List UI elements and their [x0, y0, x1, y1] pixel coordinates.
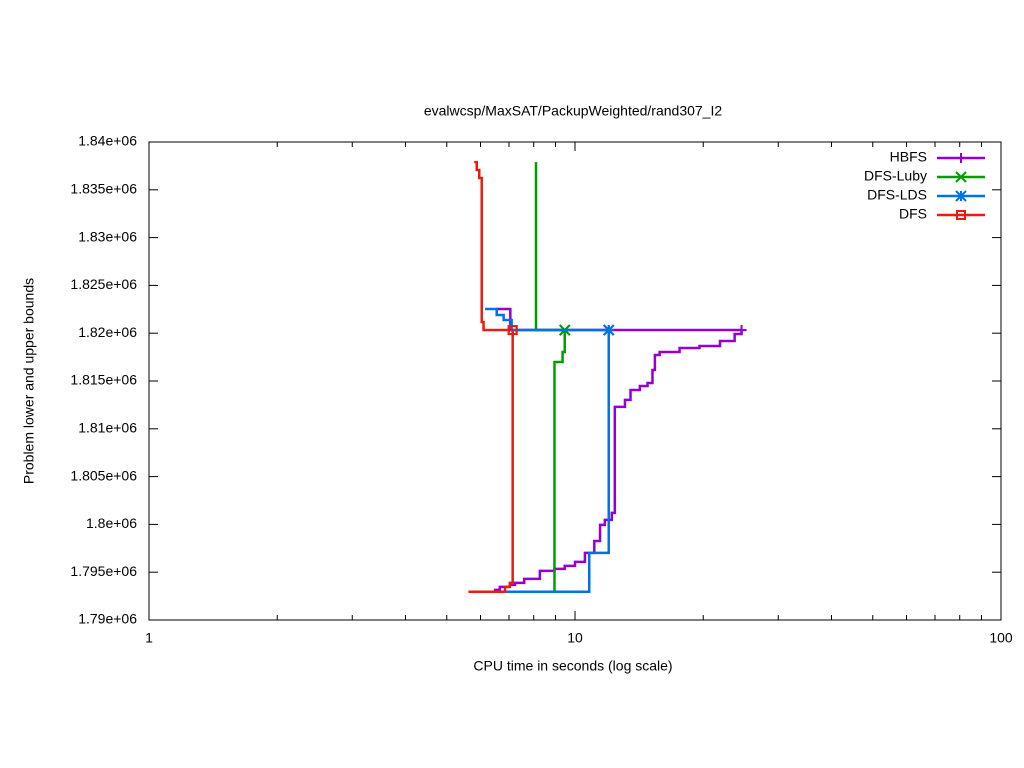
legend-label: HBFS [890, 149, 927, 165]
marker [955, 171, 967, 183]
y-axis-label: Problem lower and upper bounds [21, 278, 37, 484]
y-tick-label: 1.825e+06 [70, 276, 137, 292]
y-tick-label: 1.82e+06 [78, 324, 137, 340]
marker-square [956, 210, 966, 220]
y-tick-label: 1.8e+06 [86, 515, 137, 531]
marker [956, 153, 966, 163]
chart-title: evalwcsp/MaxSAT/PackupWeighted/rand307_I… [424, 103, 723, 119]
y-tick-label: 1.83e+06 [78, 228, 137, 244]
y-tick-label: 1.815e+06 [70, 372, 137, 388]
legend-label: DFS-Luby [864, 168, 927, 184]
marker-stroke [955, 190, 967, 202]
x-tick-label: 10 [567, 630, 583, 646]
marker [956, 210, 966, 220]
y-tick-label: 1.84e+06 [78, 133, 137, 149]
y-tick-label: 1.835e+06 [70, 181, 137, 197]
series-line [468, 160, 514, 594]
y-tick-label: 1.795e+06 [70, 563, 137, 579]
marker-square [507, 325, 518, 336]
y-tick-label: 1.805e+06 [70, 467, 137, 483]
x-axis-label: CPU time in seconds (log scale) [473, 658, 672, 674]
marker-stroke [955, 171, 967, 183]
series-line [485, 307, 610, 594]
x-tick-label: 1 [145, 630, 153, 646]
marker-stroke [603, 324, 615, 336]
x-tick-label: 100 [989, 630, 1013, 646]
marker [507, 325, 518, 336]
y-tick-label: 1.79e+06 [78, 611, 137, 627]
legend-label: DFS [899, 206, 927, 222]
y-tick-label: 1.81e+06 [78, 420, 137, 436]
marker [955, 190, 967, 202]
marker [736, 325, 747, 336]
marker [603, 324, 615, 336]
legend-label: DFS-LDS [867, 187, 927, 203]
